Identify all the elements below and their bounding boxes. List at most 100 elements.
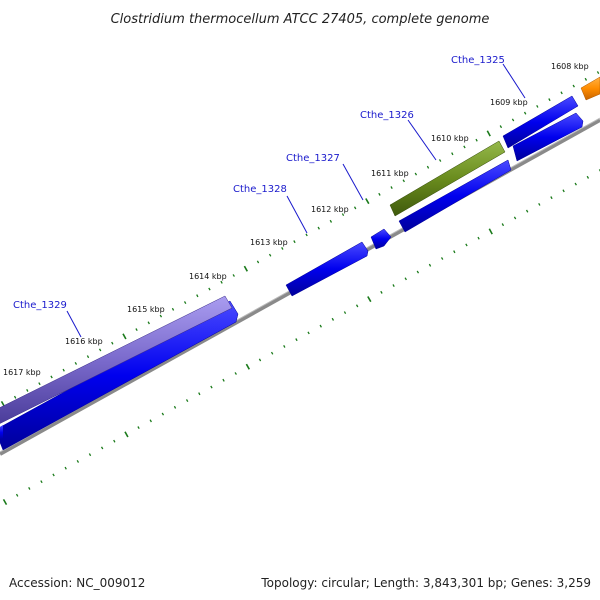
scale-label: 1616 kbp xyxy=(65,337,103,346)
leader-line xyxy=(407,119,437,161)
scale-tick xyxy=(329,219,333,223)
scale-label: 1612 kbp xyxy=(311,205,349,214)
scale-tick xyxy=(440,257,444,260)
scale-tick xyxy=(525,209,529,213)
scale-tick xyxy=(463,145,466,149)
scale-tick xyxy=(511,118,515,122)
scale-tick xyxy=(50,375,53,379)
scale-tick xyxy=(220,280,223,284)
scale-tick xyxy=(113,439,116,443)
scale-tick xyxy=(438,159,442,162)
gene-label-leaders xyxy=(66,63,526,338)
scale-tick xyxy=(185,399,189,403)
scale-tick xyxy=(343,311,347,315)
scale-tick xyxy=(293,240,296,244)
leader-line xyxy=(342,163,364,201)
scale-tick xyxy=(173,405,177,409)
cds-feature-1327[interactable] xyxy=(370,228,392,250)
gene-labels: Cthe_1325 Cthe_1326 Cthe_1327 Cthe_1328 … xyxy=(13,55,505,311)
scale-tick xyxy=(208,287,211,291)
scale-labels: 1608 kbp 1609 kbp 1610 kbp 1611 kbp 1612… xyxy=(3,62,589,377)
scale-tick xyxy=(390,186,393,190)
scale-tick xyxy=(243,265,248,272)
scale-tick xyxy=(74,361,78,365)
gene-label-cthe-1328[interactable]: Cthe_1328 xyxy=(233,184,287,195)
scale-tick xyxy=(232,274,235,277)
scale-tick xyxy=(124,431,129,438)
scale-tick xyxy=(86,355,90,359)
scale-tick xyxy=(367,296,372,303)
scale-tick xyxy=(355,304,359,308)
scale-label: 1609 kbp xyxy=(490,98,528,107)
scale-tick xyxy=(171,307,175,311)
scale-tick xyxy=(486,130,491,137)
leader-line xyxy=(66,310,82,338)
gene-label-cthe-1327[interactable]: Cthe_1327 xyxy=(286,153,340,164)
scale-tick xyxy=(38,382,41,386)
scale-tick xyxy=(149,419,152,423)
scale-tick xyxy=(453,250,456,254)
scale-tick xyxy=(88,453,92,457)
scale-tick xyxy=(319,324,322,328)
scale-tick xyxy=(501,223,505,227)
gene-feature-1326[interactable] xyxy=(389,140,506,217)
scale-tick xyxy=(268,253,272,257)
scale-tick xyxy=(62,368,65,372)
cds-feature-1325[interactable] xyxy=(512,112,584,162)
cds-feature-1328[interactable] xyxy=(285,241,369,297)
scale-tick xyxy=(475,138,478,142)
scale-tick xyxy=(281,246,284,250)
scale-tick xyxy=(283,344,286,348)
scale-tick xyxy=(317,226,320,230)
scale-tick xyxy=(550,196,553,200)
scale-tick xyxy=(586,175,590,179)
scale-tick xyxy=(392,284,395,288)
cds-feature-1326[interactable] xyxy=(398,159,512,233)
scale-tick xyxy=(451,152,454,156)
scale-tick xyxy=(52,473,55,477)
scale-tick xyxy=(210,385,213,389)
cds-feature-1325-upper[interactable] xyxy=(502,95,579,149)
scale-tick xyxy=(196,294,199,298)
scale-tick xyxy=(307,331,310,335)
scale-tick xyxy=(404,277,407,281)
scale-tick xyxy=(365,198,370,205)
scale-tick xyxy=(572,84,575,88)
scale-tick xyxy=(380,290,383,294)
gene-label-cthe-1326[interactable]: Cthe_1326 xyxy=(360,110,414,121)
gene-label-cthe-1325[interactable]: Cthe_1325 xyxy=(451,55,505,66)
scale-tick xyxy=(15,493,19,497)
gene-track-outer xyxy=(0,76,600,440)
scale-tick xyxy=(523,111,527,115)
scale-tick xyxy=(222,378,225,382)
scale-tick xyxy=(353,206,357,210)
scale-tick xyxy=(161,412,165,416)
leader-line xyxy=(286,195,308,234)
scale-tick xyxy=(596,71,600,75)
scale-tick xyxy=(258,358,262,362)
scale-tick xyxy=(245,363,250,370)
cds-track-inner xyxy=(0,112,584,451)
scale-tick xyxy=(28,486,31,490)
scale-tick xyxy=(76,459,80,463)
scale-tick xyxy=(428,263,432,267)
scale-tick xyxy=(135,328,138,332)
scale-tick xyxy=(584,77,588,81)
scale-tick xyxy=(64,466,67,470)
scale-tick xyxy=(40,480,43,484)
gene-feature-1325[interactable] xyxy=(580,76,600,101)
scale-tick xyxy=(198,392,201,396)
scale-tick xyxy=(513,216,517,220)
scale-tick xyxy=(295,338,298,342)
scale-tick xyxy=(234,372,237,375)
genome-summary-text: Topology: circular; Length: 3,843,301 bp… xyxy=(260,576,591,590)
scale-tick xyxy=(574,182,577,186)
scale-label: 1610 kbp xyxy=(431,134,469,143)
cds-feature-1329-upper[interactable] xyxy=(0,425,3,440)
scale-tick xyxy=(256,260,260,264)
gene-label-cthe-1329[interactable]: Cthe_1329 xyxy=(13,300,67,311)
scale-tick xyxy=(499,125,503,129)
gene-feature-1329[interactable] xyxy=(0,295,233,425)
scale-tick xyxy=(488,228,493,235)
